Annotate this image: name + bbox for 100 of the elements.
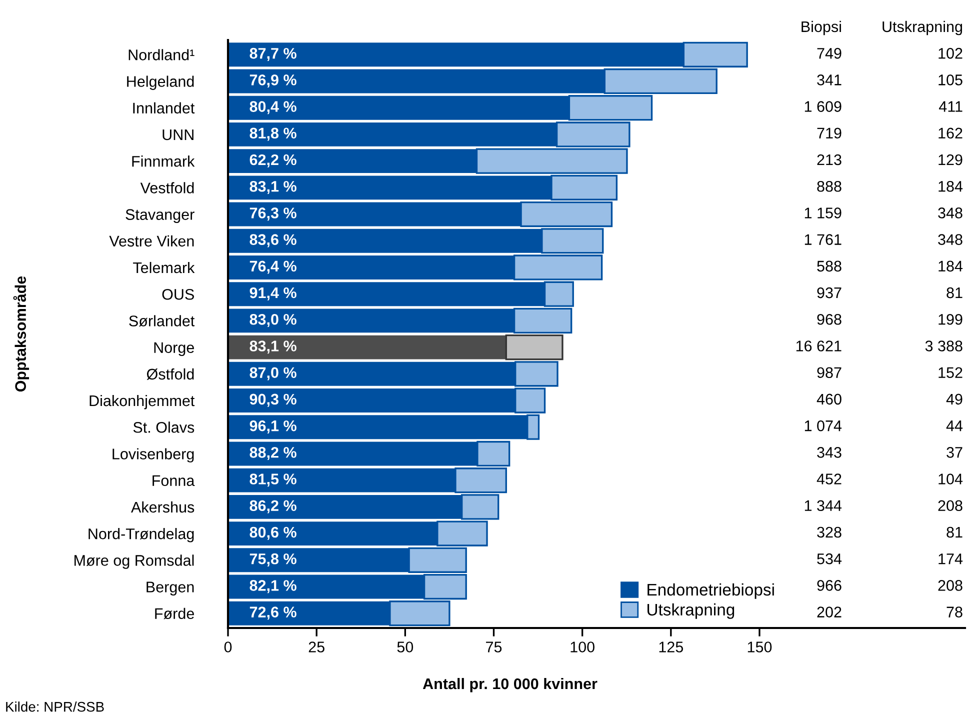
y-tick-label: UNN (162, 129, 194, 140)
annotation: 968 (817, 314, 842, 325)
y-tick-label: Norge (154, 342, 194, 356)
annotation: 152 (938, 367, 962, 378)
annotation: 749 (817, 48, 842, 59)
y-tick-label: Telemark (133, 262, 195, 274)
x-tick-label: 50 (397, 642, 414, 652)
x-tick-label: 125 (659, 642, 684, 652)
y-tick-label: Stavanger (126, 209, 194, 223)
x-tick-label: 100 (570, 642, 594, 652)
annotation: 348 (938, 234, 962, 245)
annotation: 87,0 % (250, 367, 296, 380)
y-tick-label: Møre og Romsdal (74, 554, 194, 569)
annotation: 129 (938, 154, 962, 166)
y-tick-label: Vestre Viken (109, 235, 194, 247)
x-tick-label: 25 (308, 642, 324, 652)
x-tick-label: 150 (748, 642, 772, 652)
y-tick-label: Diakonhjemmet (90, 394, 195, 410)
annotation: 37 (946, 447, 962, 458)
annotation: 888 (817, 180, 842, 192)
annotation: 16 621 (796, 340, 842, 352)
y-tick-label: St. Olavs (133, 422, 194, 433)
annotation: 87,7 % (250, 48, 296, 61)
annotation: 348 (938, 208, 962, 218)
annotation: 1 609 (804, 101, 842, 112)
y-tick-label: Helgeland (127, 76, 194, 90)
annotation: 534 (817, 553, 842, 564)
annotation: 1 344 (804, 500, 842, 512)
annotation: 208 (938, 580, 962, 591)
y-tick-label: Bergen (146, 582, 194, 596)
bar (505, 334, 564, 360)
annotation: 81,8 % (250, 128, 296, 141)
annotation: 83,1 % (250, 340, 296, 354)
annotation: 343 (817, 447, 842, 458)
annotation: 411 (938, 101, 962, 112)
annotation: 174 (938, 554, 963, 564)
y-tick-label: Sørlandet (129, 315, 195, 327)
annotation: 90,3 % (250, 394, 296, 407)
annotation: 80,4 % (250, 101, 296, 114)
annotation: 588 (817, 260, 842, 272)
bar (228, 335, 506, 360)
annotation: 83,6 % (250, 234, 296, 248)
annotation: 3 388 (925, 340, 962, 352)
annotation: 88,2 % (250, 447, 296, 460)
annotation: 102 (938, 48, 962, 59)
annotation: 460 (816, 394, 842, 405)
annotation: 1 761 (804, 234, 842, 245)
annotation: 184 (938, 260, 963, 272)
annotation: 76,4 % (250, 260, 296, 274)
annotation: 1 074 (804, 420, 842, 432)
annotation: 162 (938, 128, 962, 139)
annotation: 81,5 % (250, 474, 296, 487)
annotation: 202 (817, 606, 842, 618)
annotation: 208 (938, 500, 962, 512)
annotation: 91,4 % (250, 287, 296, 300)
annotation: 104 (938, 474, 963, 484)
y-tick-label: Nordland¹ (128, 49, 194, 60)
y-tick-label: Østfold (146, 368, 194, 380)
annotation: 1 159 (804, 208, 842, 218)
y-tick-label: Finnmark (132, 156, 195, 167)
annotation: 62,2 % (250, 154, 296, 168)
y-tick-label: Førde (155, 608, 194, 620)
annotation: 937 (817, 287, 842, 298)
y-axis-title: Opptaksområde (13, 276, 30, 392)
annotation: 49 (946, 394, 962, 405)
annotation: 341 (817, 74, 842, 86)
annotation: 96,1 % (250, 420, 296, 434)
x-tick-label: 75 (486, 642, 502, 652)
annotation: 83,0 % (250, 314, 296, 328)
y-tick-label: Lovisenberg (112, 448, 194, 462)
annotation: 80,6 % (250, 526, 296, 540)
y-tick-label: Innlandet (133, 102, 195, 114)
annotation: 213 (817, 154, 842, 166)
y-tick-label: Nord-Trøndelag (88, 528, 194, 542)
y-tick-label: Akershus (131, 501, 194, 513)
x-axis-title: Antall pr. 10 000 kvinner (422, 678, 598, 692)
legend-label: Endometriebiopsi (648, 583, 774, 599)
annotation: 44 (946, 420, 963, 432)
annotation: 78 (946, 606, 962, 618)
annotation: 452 (816, 474, 842, 484)
annotation: 75,8 % (250, 553, 296, 566)
annotation: 76,9 % (250, 74, 296, 88)
x-tick-label: 0 (224, 642, 232, 652)
legend-label: Utskrapning (648, 603, 734, 619)
text: Biopsi (802, 20, 841, 36)
annotation: 72,6 % (250, 606, 296, 620)
text: Kilde: NPR/SSB (6, 702, 104, 712)
annotation: 328 (817, 526, 842, 538)
annotation: 719 (817, 128, 842, 139)
annotation: 81 (946, 287, 962, 298)
annotation: 199 (938, 314, 962, 325)
annotation: 82,1 % (250, 580, 296, 594)
annotation: 76,3 % (250, 208, 296, 221)
y-tick-label: OUS (162, 288, 194, 300)
y-tick-label: Fonna (152, 475, 195, 486)
annotation: 86,2 % (250, 500, 296, 514)
annotation: 83,1 % (250, 180, 296, 194)
annotation: 105 (938, 74, 962, 86)
annotation: 966 (817, 580, 842, 591)
annotation: 987 (817, 367, 842, 378)
